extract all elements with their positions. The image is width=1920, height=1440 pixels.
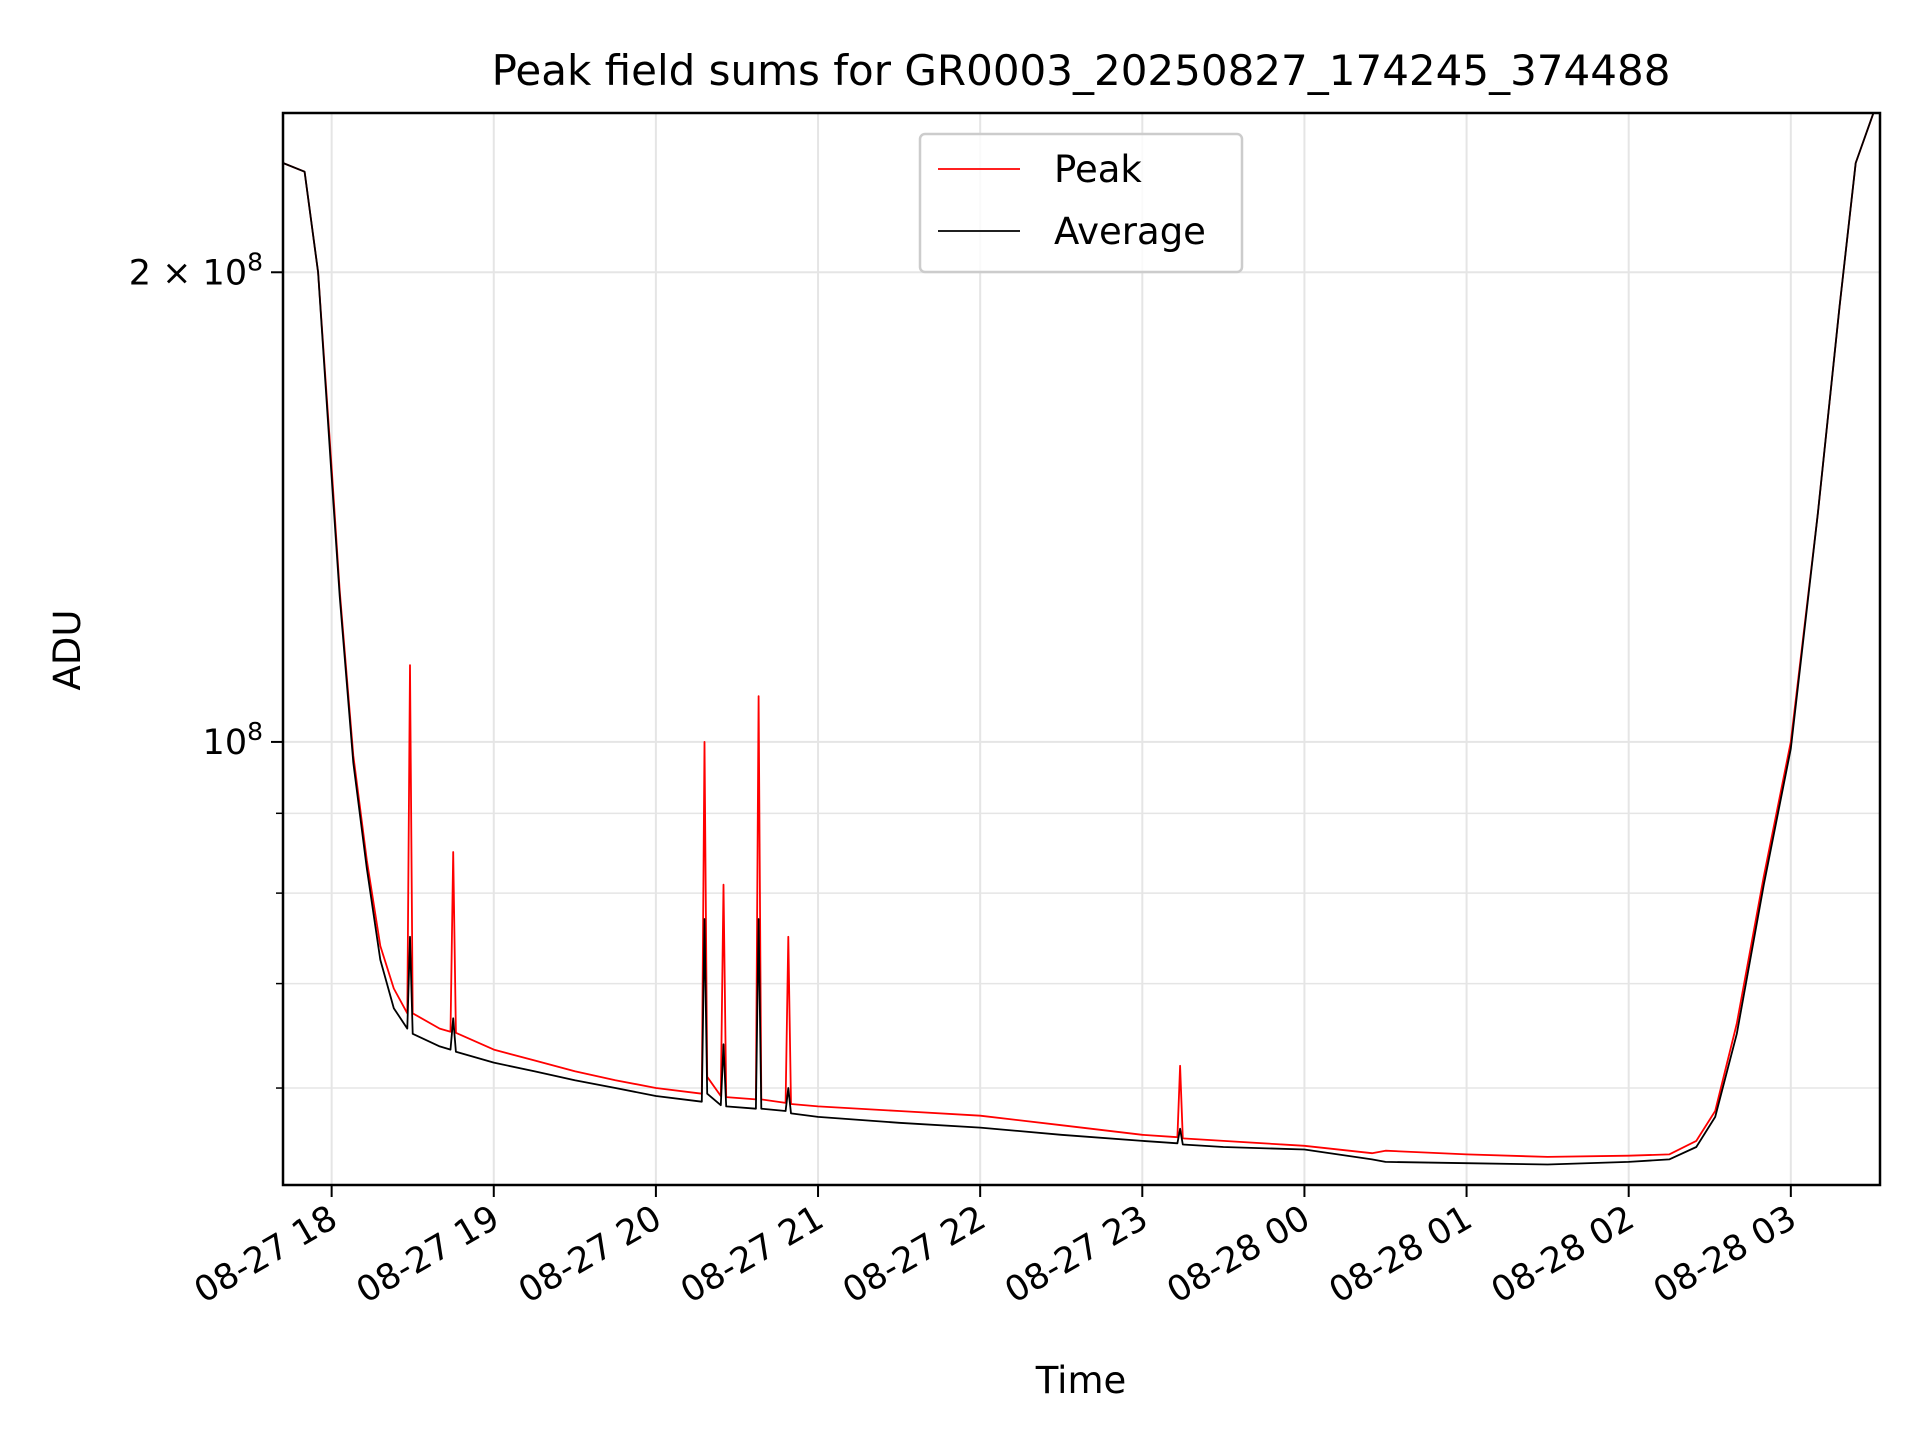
series-line-average bbox=[283, 113, 1875, 1166]
legend-average-label: Average bbox=[1054, 210, 1206, 253]
y-axis: 108 2 × 108 bbox=[129, 247, 283, 1089]
chart-title: Peak field sums for GR0003_20250827_1742… bbox=[492, 46, 1671, 95]
series-layer bbox=[283, 113, 1875, 1166]
grid bbox=[283, 113, 1880, 1185]
y-tick-label: 2 × 108 bbox=[129, 247, 263, 293]
y-axis-label: ADU bbox=[46, 610, 89, 691]
legend-peak-label: Peak bbox=[1054, 148, 1142, 191]
series-line-peak bbox=[283, 113, 1875, 1158]
y-tick-label: 108 bbox=[203, 717, 263, 763]
legend: Peak Average bbox=[918, 132, 1244, 274]
x-axis-label: Time bbox=[1035, 1359, 1127, 1402]
plot-frame bbox=[281, 111, 1882, 1187]
